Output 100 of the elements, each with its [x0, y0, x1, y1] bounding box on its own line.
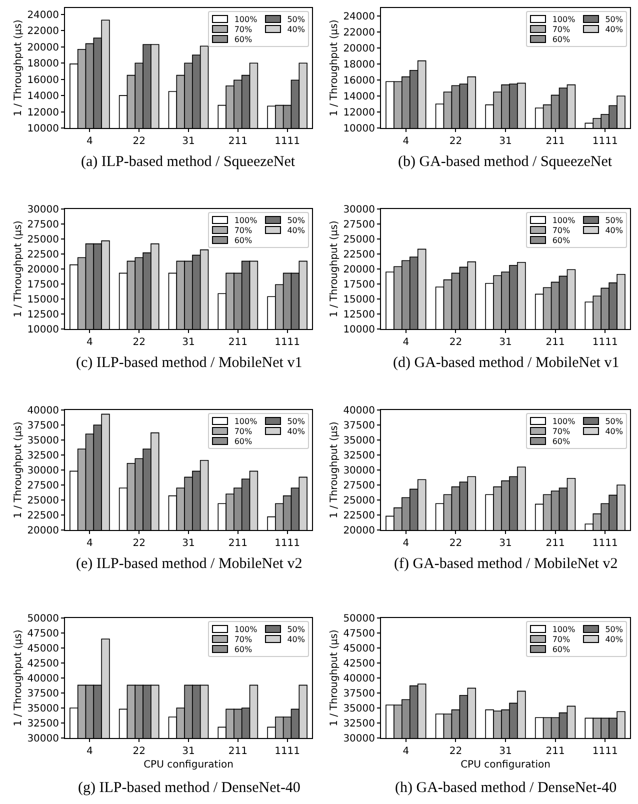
legend-label: 60%	[552, 644, 570, 654]
y-tick-label: 12500	[27, 310, 59, 320]
y-tick-label: 50000	[27, 614, 59, 624]
y-axis-title: 1 / Throughput (μs)	[329, 422, 340, 518]
y-tick-label: 30000	[27, 204, 59, 216]
y-axis-title: 1 / Throughput (μs)	[13, 630, 24, 726]
y-tick-label: 42500	[27, 658, 59, 670]
y-tick-label: 15000	[343, 294, 375, 306]
y-tick-label: 37500	[343, 420, 375, 432]
y-tick-label: 47500	[27, 628, 59, 640]
y-tick-label: 20000	[27, 526, 59, 536]
x-tick-label: 4	[86, 538, 93, 549]
x-tick-label: 4	[86, 746, 93, 757]
legend-label: 70%	[552, 24, 570, 34]
legend-label: 60%	[234, 644, 252, 654]
legend-label: 50%	[287, 14, 305, 24]
text: (f) GA-based method / MobileNet v2	[394, 556, 618, 572]
x-tick-label: 22	[132, 538, 146, 549]
x-tick-label: 22	[132, 746, 146, 757]
legend-label: 50%	[605, 416, 623, 426]
y-tick-label: 32500	[27, 450, 59, 462]
y-tick-label: 16000	[343, 76, 375, 86]
text: (a) ILP-based method / SqueezeNet	[81, 154, 296, 170]
x-tick-label: 31	[499, 746, 512, 757]
x-tick-label: 211	[228, 136, 248, 147]
y-tick-label: 18000	[343, 60, 375, 70]
y-tick-label: 30000	[343, 734, 375, 744]
legend-label: 100%	[234, 14, 258, 24]
x-tick-label: 211	[228, 337, 248, 348]
x-tick-label: 1111	[592, 538, 618, 549]
y-tick-label: 40000	[27, 674, 59, 684]
y-tick-label: 27500	[27, 220, 59, 230]
legend-label: 50%	[287, 216, 305, 224]
x-tick-label: 31	[182, 136, 195, 147]
legend-label: 60%	[552, 436, 570, 446]
legend-label: 40%	[287, 226, 305, 234]
y-tick-label: 45000	[27, 644, 59, 654]
x-tick-label: 22	[449, 538, 462, 549]
y-tick-label: 20000	[27, 42, 59, 54]
legend-label: 40%	[287, 634, 305, 644]
y-tick-label: 16000	[27, 74, 59, 86]
legend-label: 40%	[605, 226, 623, 234]
y-tick-label: 35000	[27, 704, 59, 714]
y-tick-label: 12000	[27, 107, 59, 118]
y-tick-label: 15000	[27, 294, 59, 306]
x-tick-label: 4	[402, 337, 410, 348]
y-tick-label: 10000	[343, 124, 375, 134]
legend-label: 60%	[234, 436, 252, 446]
y-tick-label: 25000	[27, 234, 59, 246]
y-tick-label: 40000	[343, 406, 375, 416]
x-tick-label: 211	[546, 337, 565, 348]
legend-label: 60%	[234, 34, 252, 44]
legend-label: 60%	[234, 236, 252, 244]
x-tick-label: 4	[86, 136, 93, 147]
legend-label: 60%	[552, 236, 570, 244]
y-axis-title: 1 / Throughput (μs)	[329, 220, 340, 318]
y-tick-label: 20000	[27, 264, 59, 276]
y-tick-label: 22500	[27, 510, 59, 522]
y-tick-label: 25000	[343, 234, 375, 246]
legend-label: 50%	[287, 416, 305, 426]
y-tick-label: 14000	[27, 91, 59, 102]
y-tick-label: 24000	[27, 10, 59, 21]
x-tick-label: 4	[402, 746, 410, 757]
y-tick-label: 25000	[343, 496, 375, 506]
legend-label: 50%	[605, 216, 623, 224]
y-tick-label: 27500	[343, 220, 375, 230]
y-tick-label: 42500	[343, 658, 375, 670]
legend-label: 40%	[605, 426, 623, 436]
legend-label: 40%	[287, 24, 305, 34]
x-tick-label: 1111	[592, 337, 618, 348]
legend-label: 50%	[605, 624, 623, 634]
legend-label: 100%	[552, 216, 576, 224]
y-tick-label: 22500	[343, 510, 375, 522]
x-tick-label: 22	[449, 337, 462, 348]
legend-label: 50%	[287, 624, 305, 634]
legend-label: 70%	[552, 634, 570, 644]
legend-label: 100%	[234, 216, 258, 224]
y-tick-label: 10000	[27, 324, 59, 336]
y-tick-label: 18000	[27, 58, 59, 70]
y-tick-label: 32500	[343, 718, 375, 730]
y-tick-label: 12500	[343, 310, 375, 320]
text: (b) GA-based method / SqueezeNet	[398, 154, 613, 170]
x-tick-label: 22	[449, 136, 462, 147]
x-axis-title: CPU configuration	[460, 760, 550, 770]
legend-label: 40%	[287, 426, 305, 436]
x-tick-label: 22	[449, 746, 462, 757]
x-tick-label: 22	[132, 136, 146, 147]
x-tick-label: 4	[402, 136, 410, 147]
y-tick-label: 10000	[27, 124, 59, 134]
legend-label: 100%	[234, 624, 258, 634]
legend-label: 70%	[234, 24, 252, 34]
y-tick-label: 27500	[343, 480, 375, 492]
x-tick-label: 31	[499, 136, 512, 147]
x-tick-label: 4	[86, 337, 93, 348]
y-tick-label: 22000	[27, 26, 59, 38]
y-axis-title: 1 / Throughput (μs)	[329, 630, 340, 726]
legend-label: 100%	[234, 416, 258, 426]
y-tick-label: 17500	[27, 280, 59, 290]
legend-label: 40%	[605, 24, 623, 34]
y-tick-label: 25000	[27, 496, 59, 506]
